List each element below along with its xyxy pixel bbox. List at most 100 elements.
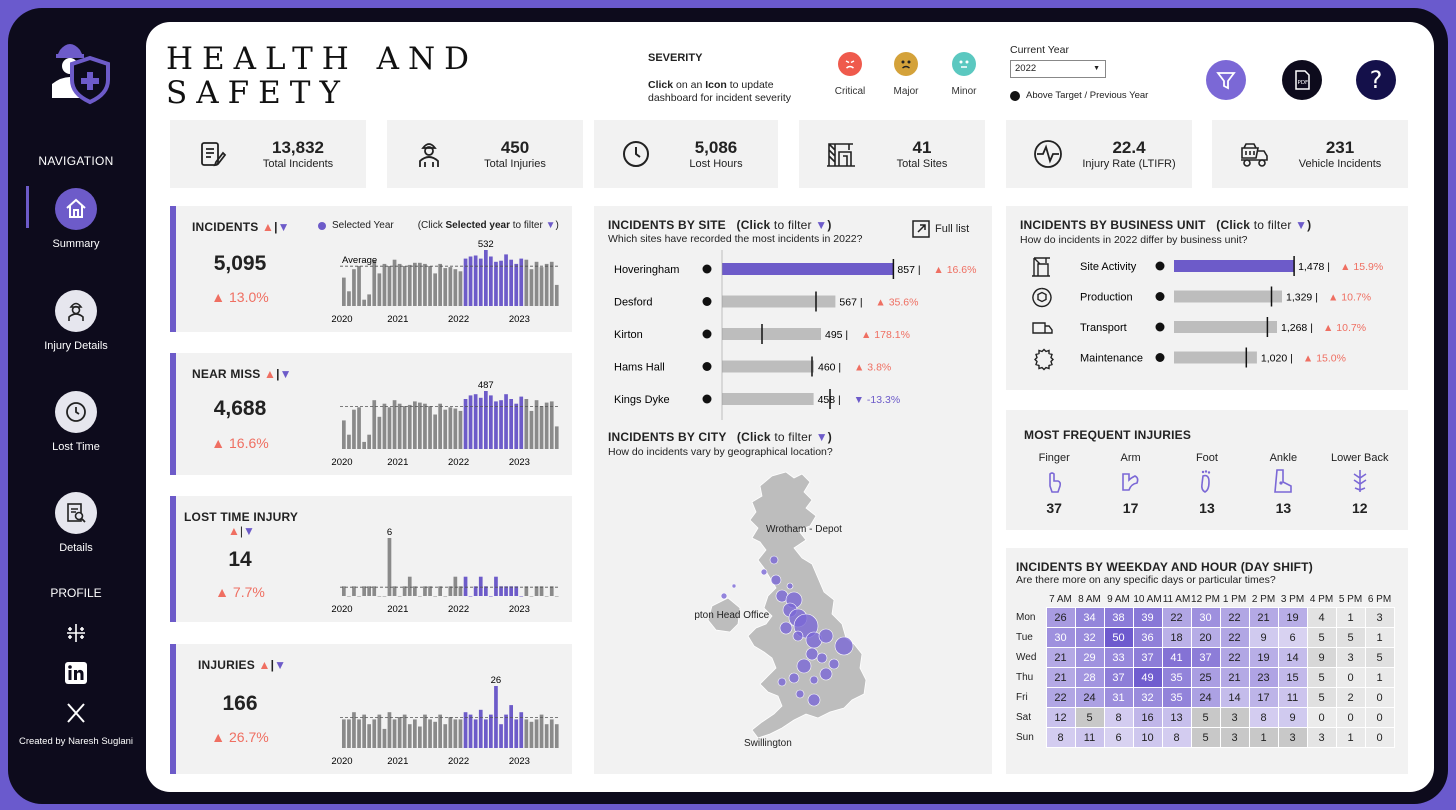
trend-bar[interactable] [478, 709, 483, 748]
trend-bar[interactable] [402, 586, 407, 596]
heatmap-cell[interactable]: 36 [1132, 627, 1163, 648]
heatmap-cell[interactable]: 8 [1103, 707, 1134, 728]
trend-bar[interactable] [433, 273, 437, 306]
heatmap-cell[interactable]: 1 [1364, 667, 1395, 688]
heatmap-cell[interactable]: 14 [1277, 647, 1308, 668]
uk-map[interactable]: Wrotham - Depot Northampton Head Office … [694, 468, 894, 768]
heatmap-cell[interactable]: 37 [1103, 667, 1134, 688]
trend-bar[interactable] [377, 714, 382, 748]
trend-bar[interactable] [499, 260, 503, 306]
heatmap-cell[interactable]: 0 [1364, 727, 1395, 748]
trend-bar[interactable] [392, 400, 397, 449]
trend-bar[interactable] [473, 394, 478, 449]
incident-bubble[interactable] [779, 621, 793, 635]
heatmap-cell[interactable]: 5 [1074, 707, 1105, 728]
heatmap-cell[interactable]: 21 [1219, 667, 1250, 688]
trend-bar[interactable] [402, 406, 407, 449]
severity-critical[interactable]: Critical [830, 52, 870, 97]
incident-bubble[interactable] [777, 677, 787, 687]
trend-bar[interactable] [392, 586, 397, 596]
heatmap-cell[interactable]: 28 [1074, 667, 1105, 688]
trend-bar[interactable] [402, 714, 407, 748]
trend-bar[interactable] [494, 261, 498, 306]
trend-bar[interactable] [448, 407, 453, 449]
heatmap-cell[interactable]: 21 [1045, 667, 1076, 688]
injury-item[interactable]: Lower Back 12 [1328, 452, 1392, 516]
incident-bubble[interactable] [769, 555, 779, 565]
injury-item[interactable]: Arm 17 [1099, 452, 1163, 516]
trend-bar[interactable] [362, 441, 366, 449]
trend-bar[interactable] [372, 400, 377, 449]
trend-bar[interactable] [509, 399, 513, 449]
heatmap-cell[interactable]: 22 [1219, 607, 1250, 628]
business-unit-row[interactable]: Maintenance 1,020 | ▲ 15.0% [1034, 347, 1346, 371]
trend-bar[interactable] [524, 586, 529, 596]
heatmap-cell[interactable]: 3 [1277, 727, 1308, 748]
trend-bar[interactable] [433, 721, 437, 748]
trend-bar[interactable] [418, 726, 422, 749]
heatmap-cell[interactable]: 17 [1248, 687, 1279, 708]
near-miss-trend-card[interactable]: NEAR MISS ▲|▼ 4,688 ▲ 16.6% 487 2020 2021 2… [170, 353, 572, 475]
heatmap-cell[interactable]: 6 [1277, 627, 1308, 648]
trend-bar[interactable] [382, 403, 387, 449]
heatmap-cell[interactable]: 24 [1074, 687, 1105, 708]
trend-bar[interactable] [534, 586, 539, 596]
injuries-trend-card[interactable]: INJURIES ▲|▼ 166 ▲ 26.7% 26 2020 2021 2022 2… [170, 644, 572, 774]
trend-bar[interactable] [382, 728, 387, 748]
trend-bar[interactable] [397, 717, 402, 748]
heatmap-cell[interactable]: 3 [1364, 607, 1395, 628]
trend-bar[interactable] [554, 426, 559, 449]
heatmap-cell[interactable]: 22 [1045, 687, 1076, 708]
heatmap-cell[interactable]: 9 [1248, 627, 1279, 648]
trend-bar[interactable] [428, 719, 432, 748]
trend-bar[interactable] [504, 586, 508, 596]
heatmap-cell[interactable]: 29 [1074, 647, 1105, 668]
heatmap-cell[interactable]: 0 [1306, 707, 1337, 728]
trend-bar[interactable] [549, 586, 554, 596]
trend-bar[interactable] [514, 719, 519, 748]
trend-bar[interactable] [463, 399, 468, 449]
site-row[interactable]: Kirton 495 | ▲ 178.1% [614, 324, 910, 344]
trend-bar[interactable] [352, 586, 356, 596]
heatmap-cell[interactable]: 31 [1103, 687, 1134, 708]
heatmap-cell[interactable]: 13 [1161, 707, 1192, 728]
trend-bar[interactable] [529, 269, 534, 306]
injury-item[interactable]: Finger 37 [1022, 452, 1086, 516]
site-row[interactable]: Hoveringham 857 | ▲ 16.6% [614, 259, 976, 279]
trend-bar[interactable] [549, 261, 554, 306]
trend-bar[interactable] [423, 403, 427, 449]
trend-bar[interactable] [519, 396, 524, 449]
heatmap-cell[interactable]: 1 [1335, 727, 1366, 748]
severity-minor[interactable]: Minor [944, 52, 984, 97]
trend-bar[interactable] [413, 262, 417, 306]
trend-bar[interactable] [484, 719, 488, 748]
trend-bar[interactable] [357, 407, 361, 449]
heatmap-cell[interactable]: 6 [1103, 727, 1134, 748]
trend-bar[interactable] [463, 712, 468, 748]
heatmap-cell[interactable]: 32 [1132, 687, 1163, 708]
trend-bar[interactable] [478, 258, 483, 306]
trend-bar[interactable] [423, 586, 427, 596]
trend-bar[interactable] [392, 719, 397, 748]
trend-bar[interactable] [347, 434, 351, 449]
trend-bar[interactable] [494, 576, 498, 596]
trend-bar[interactable] [489, 395, 493, 449]
sites-bar-chart[interactable]: Hoveringham 857 | ▲ 16.6% Desford 567 | ▲ 35.… [594, 250, 992, 420]
trend-bar[interactable] [458, 410, 463, 449]
help-button[interactable]: ? [1356, 60, 1396, 100]
heatmap-cell[interactable]: 23 [1248, 667, 1279, 688]
incident-bubble[interactable] [819, 667, 833, 681]
heatmap-cell[interactable]: 5 [1306, 627, 1337, 648]
trend-bar[interactable] [489, 596, 493, 597]
trend-bar[interactable] [342, 420, 346, 449]
trend-bar[interactable] [347, 719, 351, 748]
trend-bar[interactable] [524, 259, 529, 306]
trend-bar[interactable] [514, 403, 519, 449]
trend-bar[interactable] [352, 409, 356, 449]
trend-bar[interactable] [504, 254, 508, 306]
heatmap-cell[interactable]: 34 [1074, 607, 1105, 628]
trend-bar[interactable] [352, 269, 356, 306]
heatmap-cell[interactable]: 2 [1335, 687, 1366, 708]
heatmap-cell[interactable]: 3 [1219, 727, 1250, 748]
heatmap-cell[interactable]: 15 [1277, 667, 1308, 688]
